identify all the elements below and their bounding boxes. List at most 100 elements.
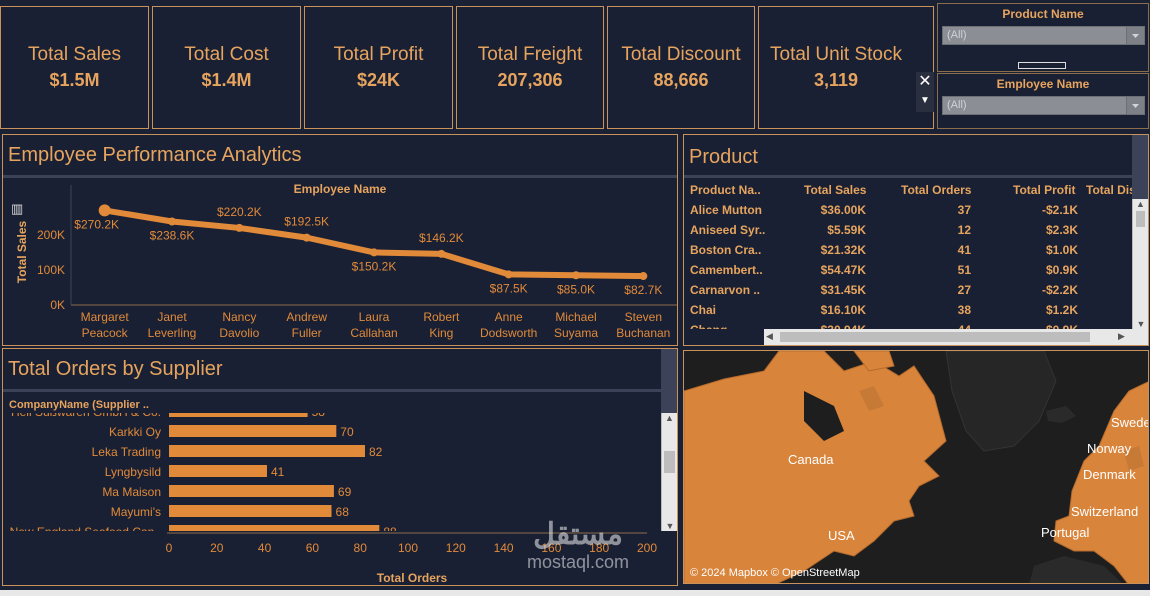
data-label: $192.5K: [284, 215, 329, 229]
x-tick-label: 160: [541, 541, 561, 555]
scroll-thumb[interactable]: [1136, 211, 1145, 227]
data-point: [235, 223, 244, 232]
divider: [3, 175, 677, 178]
map-label-canada: Canada: [788, 452, 834, 467]
product-panel: Product Product Na.. Total Sales Total O…: [683, 134, 1149, 346]
map-label-switzerland: Switzerland: [1071, 504, 1139, 519]
world-map[interactable]: [684, 351, 1149, 584]
table-cell: $31.45K: [820, 283, 866, 297]
scroll-down-icon[interactable]: ▼: [665, 521, 675, 531]
dropdown-arrow-icon[interactable]: ▼: [920, 95, 930, 106]
resize-handle[interactable]: [1018, 62, 1066, 69]
table-row[interactable]: Carnarvon .. $31.45K 27 -$2.2K: [684, 279, 1132, 299]
kpi-total-profit: Total Profit $24K: [304, 6, 453, 129]
product-name-cell: Carnarvon ..: [690, 283, 761, 297]
table-cell: 51: [957, 263, 971, 277]
table-row[interactable]: Chang $30.94K 44 $0.9K: [684, 319, 1132, 329]
data-point: [572, 271, 580, 280]
scroll-up-icon[interactable]: ▲: [665, 413, 674, 423]
scroll-thumb[interactable]: [780, 332, 1090, 342]
data-label: $238.6K: [150, 228, 195, 242]
scroll-down-icon[interactable]: ▼: [1136, 319, 1146, 329]
product-filter-label: Product Name: [1002, 7, 1084, 21]
category-label: New England Seafood Can..: [10, 525, 161, 539]
product-dropdown[interactable]: (All): [942, 26, 1145, 45]
col-header-product[interactable]: Product Na..: [690, 183, 761, 197]
data-point: [302, 233, 311, 242]
table-cell: -$2.1K: [1041, 203, 1078, 217]
x-tick-label: Nancy: [222, 310, 256, 324]
kpi-value: $1.4M: [201, 70, 252, 90]
category-label: Ma Maison: [102, 485, 161, 499]
kpi-label: Total Sales: [28, 44, 121, 65]
employee-dropdown[interactable]: (All): [942, 96, 1145, 115]
col-header-total-profit[interactable]: Total Profit: [1013, 183, 1076, 197]
product-name-cell: Chang: [690, 323, 727, 329]
table-row[interactable]: Alice Mutton $36.00K 37 -$2.1K: [684, 199, 1132, 219]
bar: [169, 465, 267, 477]
data-label: $220.2K: [217, 205, 262, 219]
table-row[interactable]: Boston Cra.. $21.32K 41 $1.0K: [684, 239, 1132, 259]
kpi-total-sales: Total Sales $1.5M: [0, 6, 149, 129]
table-cell: 37: [957, 203, 971, 217]
map-credit[interactable]: © 2024 Mapbox © OpenStreetMap: [690, 567, 860, 579]
bar-value-label: 69: [338, 485, 352, 499]
product-name-cell: Boston Cra..: [690, 243, 762, 257]
panel-title: Total Orders by Supplier: [8, 358, 223, 380]
product-name-cell: Aniseed Syr..: [690, 223, 766, 237]
chevron-down-icon[interactable]: [1126, 97, 1144, 114]
x-tick-label: 40: [258, 541, 272, 555]
watermark: مستقل mostaql.com: [498, 518, 658, 572]
map-label-sweden: Sweden: [1111, 415, 1148, 430]
data-point: [168, 217, 176, 226]
map-panel[interactable]: Canada USA Sweden Norway Denmark Switzer…: [683, 350, 1149, 584]
table-cell: 41: [957, 243, 971, 257]
kpi-total-cost: Total Cost $1.4M: [152, 6, 301, 129]
supplier-panel: Total Orders by Supplier CompanyName (Su…: [2, 348, 678, 586]
x-tick-label: Dodsworth: [480, 326, 537, 340]
table-cell: 44: [901, 323, 971, 329]
table-row[interactable]: Camembert.. $54.47K 51 $0.9K: [684, 259, 1132, 279]
col-header-total-sales[interactable]: Total Sales: [804, 183, 867, 197]
scroll-left-icon[interactable]: ◀: [766, 331, 773, 341]
category-label: Leka Trading: [92, 445, 161, 459]
bar-chart-icon[interactable]: ▥: [11, 201, 24, 216]
table-row[interactable]: Aniseed Syr.. $5.59K 12 $2.3K: [684, 219, 1132, 239]
bar: [169, 485, 334, 497]
watermark-arabic: مستقل: [533, 518, 623, 551]
close-icon[interactable]: ✕: [918, 73, 932, 90]
x-tick-label: 180: [589, 541, 609, 555]
category-label: Karkki Oy: [109, 425, 161, 439]
table-row[interactable]: Chai $16.10K 38 $1.2K: [684, 299, 1132, 319]
bar: [169, 505, 332, 517]
table-cell: $30.94K: [804, 323, 866, 329]
data-label: $82.7K: [624, 283, 662, 297]
x-tick-label: Andrew: [286, 310, 327, 324]
kpi-label: Total Freight: [477, 44, 583, 65]
scroll-thumb[interactable]: [664, 451, 675, 473]
col-header-total-orders[interactable]: Total Orders: [901, 183, 972, 197]
x-tick-label: Janet: [157, 310, 187, 324]
scroll-up-icon[interactable]: ▲: [1136, 199, 1145, 209]
supplier-header: CompanyName (Supplier ..: [9, 399, 149, 411]
kpi-value: 88,666: [653, 70, 709, 90]
bar-value-label: 58: [312, 405, 326, 419]
vertical-scrollbar[interactable]: ▲ ▼: [661, 413, 677, 531]
x-tick-label: Steven: [625, 310, 662, 324]
vertical-scrollbar[interactable]: ▲ ▼: [1132, 199, 1148, 329]
y-tick-label: 200K: [37, 228, 65, 242]
x-tick-label: Fuller: [292, 326, 322, 340]
x-tick-label: 20: [210, 541, 224, 555]
x-tick-label: Margaret: [81, 310, 130, 324]
kpi-value: $1.5M: [49, 70, 100, 90]
employee-dropdown-value: (All): [947, 99, 967, 111]
horizontal-scrollbar[interactable]: ◀ ▶: [764, 329, 1148, 345]
chevron-down-icon[interactable]: [1126, 27, 1144, 44]
data-point: [98, 204, 111, 217]
kpi-label: Total Profit: [333, 44, 424, 65]
scroll-right-icon[interactable]: ▶: [1118, 331, 1125, 341]
data-label: $87.5K: [490, 281, 528, 295]
col-header-total-discount[interactable]: Total Dis: [1086, 183, 1132, 197]
data-label: $85.0K: [557, 282, 595, 296]
header-scroll-spacer: [1132, 135, 1148, 199]
